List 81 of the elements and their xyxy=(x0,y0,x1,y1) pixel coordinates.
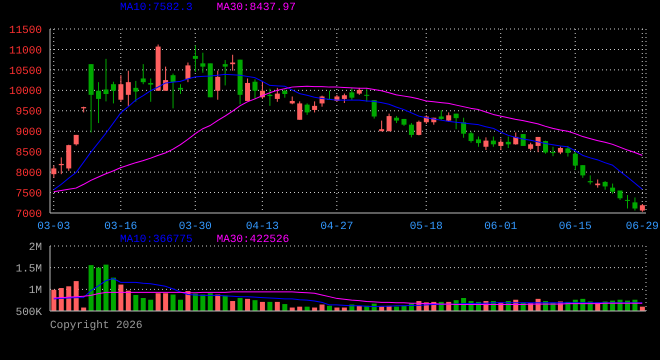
text: MA10:7582.3 xyxy=(120,2,193,14)
candlestick xyxy=(304,102,310,116)
candlestick xyxy=(200,52,206,74)
candlestick xyxy=(297,100,302,120)
y-tick-label: 2M xyxy=(28,242,42,254)
candlestick xyxy=(192,44,198,72)
candlestick xyxy=(252,78,258,100)
candlestick xyxy=(618,190,623,200)
y-tick-label: 7500 xyxy=(16,188,42,200)
candlestick xyxy=(565,145,570,158)
candlestick xyxy=(408,122,414,138)
text: Copyright 2026 xyxy=(50,320,142,332)
candlestick xyxy=(632,196,638,212)
y-tick-label: 1M xyxy=(28,285,42,298)
candlestick xyxy=(506,136,511,148)
candlestick xyxy=(133,80,138,102)
candlestick xyxy=(386,113,392,132)
candlestick xyxy=(498,138,504,151)
y-tick-label: 1.5M xyxy=(16,264,42,276)
candlestick xyxy=(274,87,280,102)
candlestick xyxy=(372,100,377,120)
candlestick xyxy=(170,73,176,109)
candlestick xyxy=(572,152,578,171)
candlestick xyxy=(215,70,220,100)
x-tick-label: 06-01 xyxy=(484,220,518,233)
candlestick xyxy=(438,110,444,120)
candlestick xyxy=(140,64,146,85)
y-tick-label: 10000 xyxy=(8,86,42,98)
candlestick xyxy=(461,117,466,138)
x-tick-label: 03-30 xyxy=(178,220,212,233)
y-tick-label: 8000 xyxy=(16,168,42,180)
x-tick-label: 04-27 xyxy=(320,220,354,233)
candlestick xyxy=(178,84,183,95)
candlestick xyxy=(66,144,72,172)
candlestick xyxy=(110,81,116,104)
candlestick xyxy=(550,146,556,157)
candlestick xyxy=(222,60,228,86)
y-tick-label: 500K xyxy=(16,306,42,319)
candlestick xyxy=(446,112,452,122)
candlestick xyxy=(490,136,496,148)
candlestick xyxy=(342,93,347,104)
candlestick xyxy=(230,54,236,72)
text: MA10:366775 xyxy=(120,234,193,246)
candlestick xyxy=(610,183,616,194)
x-tick-label: 05-18 xyxy=(410,220,443,233)
candlestick xyxy=(468,131,474,144)
y-tick-label: 10500 xyxy=(8,66,42,78)
candlestick xyxy=(51,165,56,178)
candlestick xyxy=(454,113,459,130)
candlestick xyxy=(118,74,124,102)
y-tick-label: 8500 xyxy=(16,148,42,160)
x-tick-label: 06-29 xyxy=(626,220,659,233)
y-tick-label: 7000 xyxy=(16,208,42,221)
line-series xyxy=(53,291,643,305)
y-tick-label: 9000 xyxy=(16,127,42,140)
candlestick xyxy=(103,58,108,102)
candlestick xyxy=(185,62,190,83)
x-tick-label: 03-03 xyxy=(37,220,70,233)
candlestick xyxy=(543,140,548,154)
candlestick xyxy=(624,194,630,209)
candlestick xyxy=(483,136,488,151)
candlestick xyxy=(416,120,422,136)
x-tick-label: 04-13 xyxy=(246,220,279,233)
text: MA30:422526 xyxy=(216,234,290,246)
candlestick xyxy=(364,87,370,102)
candlestick xyxy=(96,82,102,124)
candlestick xyxy=(148,78,154,102)
x-tick-label: 03-16 xyxy=(104,220,138,233)
candlestick xyxy=(349,87,354,100)
y-tick-label: 11000 xyxy=(8,45,42,58)
y-tick-label: 11500 xyxy=(8,24,42,37)
candlestick xyxy=(260,80,265,100)
candlestick xyxy=(476,136,481,148)
text: MA30:8437.97 xyxy=(216,2,296,14)
x-tick-label: 06-15 xyxy=(558,220,592,233)
candlestick xyxy=(126,70,131,106)
candlestick xyxy=(513,132,518,146)
y-tick-label: 9500 xyxy=(16,106,42,119)
candlestick xyxy=(312,100,318,113)
candlestick xyxy=(245,78,250,102)
candlestick xyxy=(580,164,586,178)
